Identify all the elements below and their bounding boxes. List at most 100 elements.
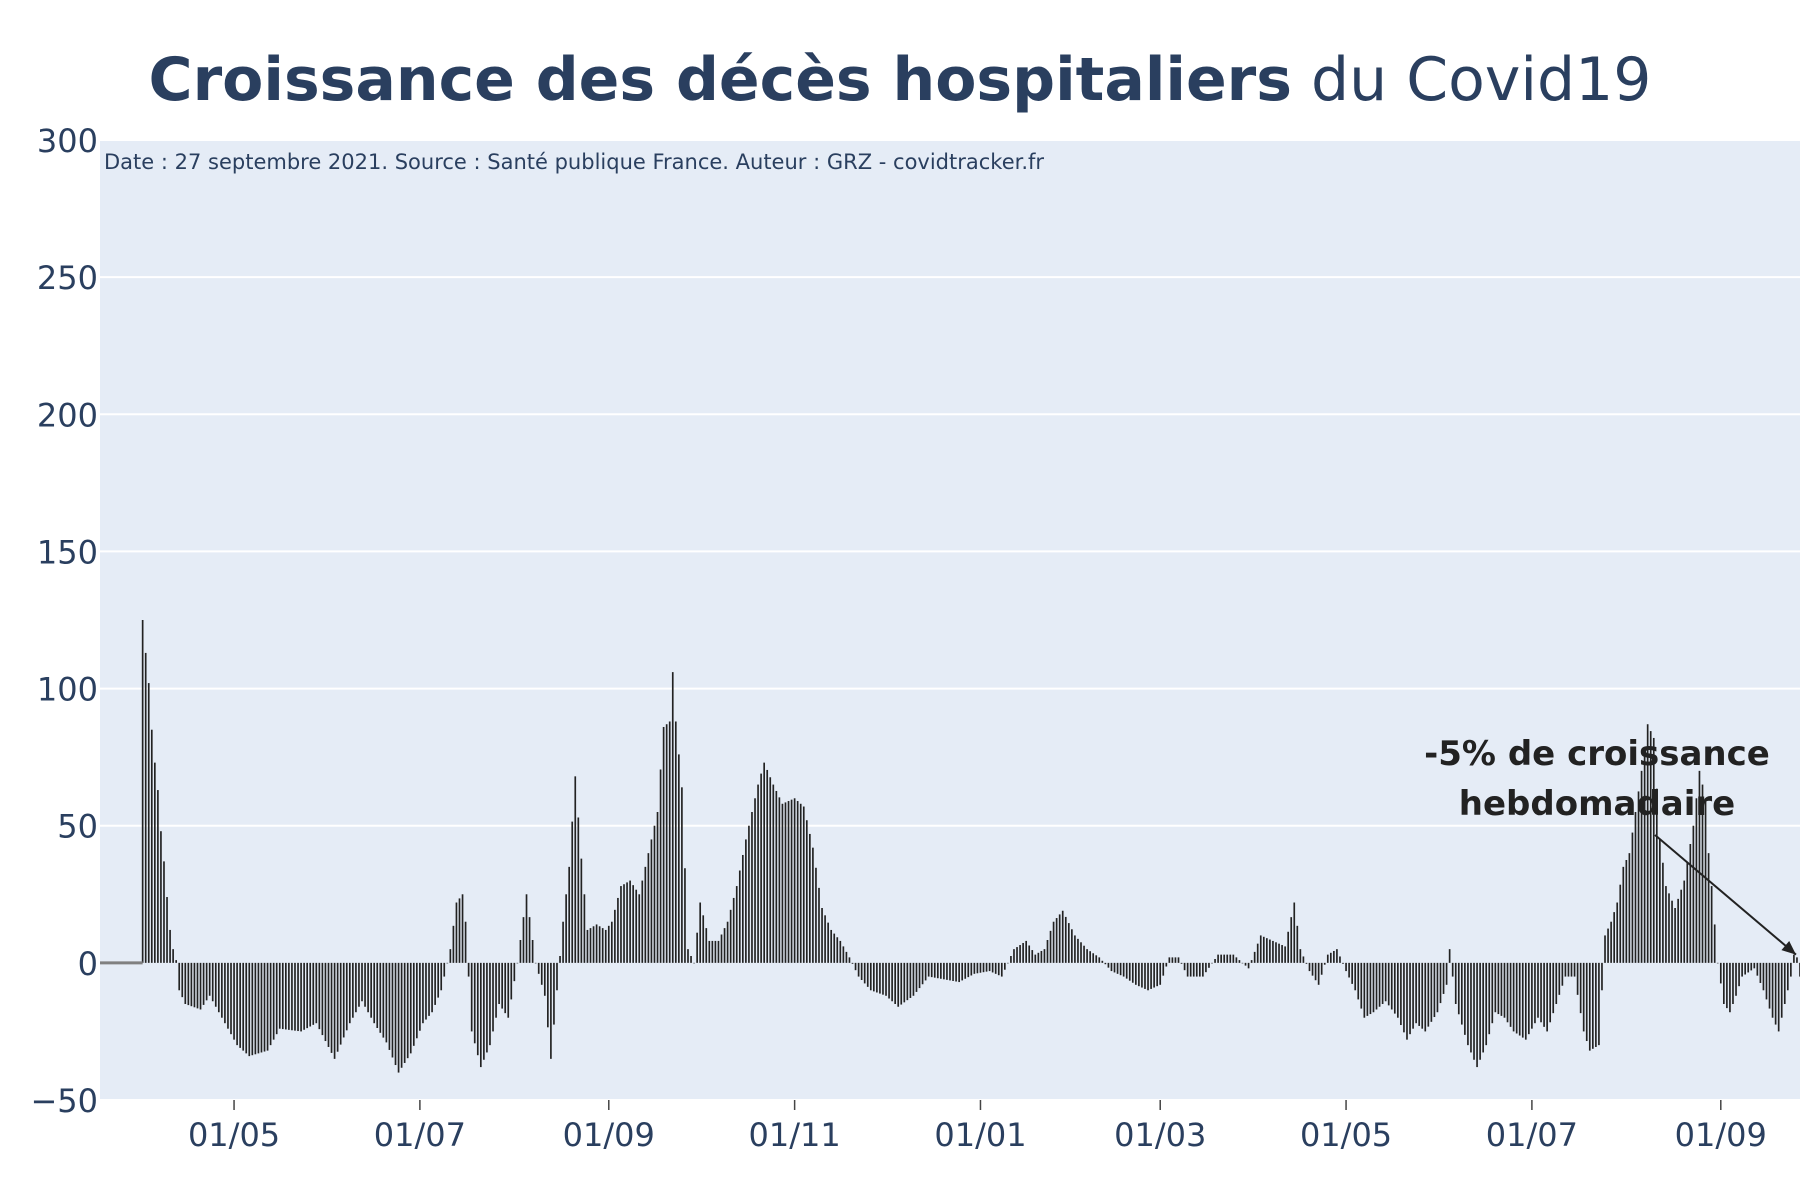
bar [537,962,540,974]
bar [428,962,430,1016]
bar [824,915,826,963]
bar [1473,962,1475,1060]
y-tick-label: 250 [37,259,98,297]
bar [687,949,689,963]
bar [647,853,650,963]
bar [860,962,863,980]
bar [1406,962,1408,1040]
bar [656,812,659,963]
bar [1680,889,1683,963]
bar [1387,962,1390,1006]
bar [894,962,896,1004]
bar [1482,962,1484,1053]
bar [470,962,473,1032]
bar [1713,924,1716,963]
x-tick-label: 01/03 [1114,1116,1206,1154]
bar [906,962,909,1001]
bar [1470,962,1472,1053]
bar [839,940,842,963]
bar [1646,724,1649,963]
bar [1339,956,1341,963]
bar [659,769,662,963]
bar [1765,962,1768,1000]
bar [1205,962,1207,973]
bar [318,962,321,1030]
bar [281,962,284,1030]
bar [1628,853,1631,963]
bar [388,962,391,1050]
bar [1552,962,1555,1014]
bar [1336,949,1338,963]
bar [154,762,156,963]
x-tick-label: 01/11 [749,1116,841,1154]
bar [1247,962,1250,969]
bar [147,683,150,963]
bar [1430,962,1433,1022]
bar [1674,908,1676,963]
bar [1582,962,1585,1032]
bar [1768,962,1771,1009]
bar [1393,962,1396,1014]
bar [720,934,723,963]
bar [458,898,461,963]
bar [623,884,625,963]
bar [1457,962,1460,1015]
bar [696,932,698,963]
bar [1756,962,1759,976]
bar [1186,962,1189,977]
bar [933,962,936,978]
bar [1208,962,1210,968]
bar [571,821,574,963]
bar [312,962,315,1025]
bar [1290,917,1293,963]
bar [885,962,887,996]
bar [303,962,305,1030]
bar [1333,950,1335,963]
bar [230,962,232,1035]
bar [288,962,290,1030]
bar [1524,962,1527,1040]
bar [1107,962,1110,968]
bar [949,962,951,981]
bar [787,801,790,963]
bar [1037,952,1040,963]
bar [1747,962,1750,973]
bar [1485,962,1488,1046]
bar [1640,770,1643,963]
bar [1500,962,1503,1016]
bar [1649,731,1652,963]
bar [1287,931,1290,963]
bar [330,962,333,1053]
bar [1570,962,1573,977]
bar [1016,947,1018,963]
bar [626,882,628,963]
bar [1217,954,1219,963]
bar [1494,962,1497,1013]
bar [1613,912,1615,963]
bar [964,962,967,979]
bar [940,962,942,979]
bar [144,652,147,963]
bar [260,962,263,1053]
bar [769,777,772,963]
bar [385,962,388,1043]
bar [403,962,406,1063]
bar [400,962,403,1068]
bar [638,894,641,963]
bar [199,962,202,1010]
bar [955,962,957,982]
chart-title-bold: Croissance des décès hospitaliers [149,45,1292,115]
bar [668,721,671,963]
bar [565,894,567,963]
bar [775,790,778,963]
annotation-arrowhead [1781,940,1796,955]
bar [714,940,717,963]
bar [479,962,482,1068]
y-tick-label: 0 [78,945,98,983]
y-tick-label: 50 [57,808,98,846]
bar [994,962,997,974]
bar [150,729,153,963]
bar [997,962,1000,976]
bar [580,858,583,963]
